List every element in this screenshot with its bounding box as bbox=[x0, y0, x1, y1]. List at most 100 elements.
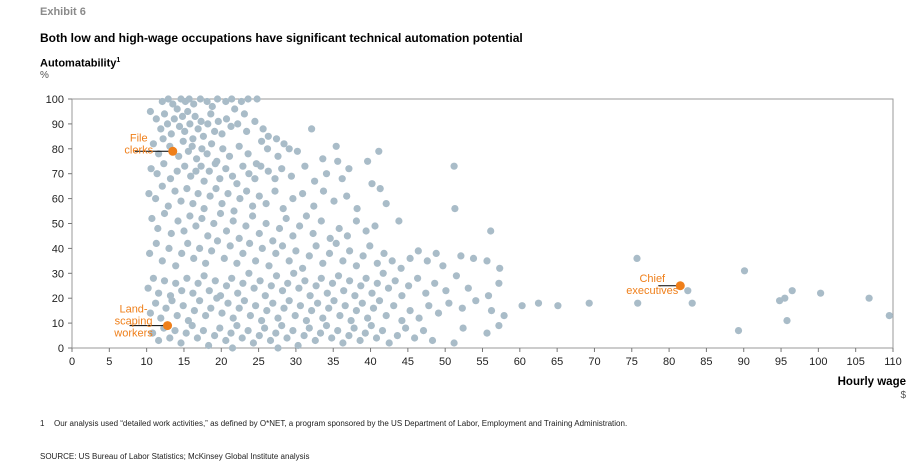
highlight-label-line: clerks bbox=[124, 144, 153, 156]
data-point bbox=[149, 329, 157, 337]
data-point bbox=[207, 110, 215, 118]
data-point bbox=[283, 334, 291, 342]
data-point bbox=[244, 327, 252, 335]
data-point bbox=[167, 229, 175, 238]
data-point bbox=[310, 202, 318, 210]
data-point bbox=[218, 309, 226, 317]
data-point bbox=[169, 100, 177, 108]
data-point bbox=[343, 232, 351, 240]
data-point bbox=[206, 192, 214, 200]
data-point bbox=[325, 304, 333, 312]
x-tick-label: 0 bbox=[69, 356, 75, 368]
data-point bbox=[634, 299, 642, 307]
data-point bbox=[196, 95, 204, 103]
data-point bbox=[194, 279, 202, 287]
data-point bbox=[213, 237, 222, 245]
data-point bbox=[263, 145, 272, 153]
data-point bbox=[369, 304, 378, 312]
x-tick-label: 80 bbox=[663, 356, 675, 368]
y-tick-label: 40 bbox=[52, 243, 64, 255]
data-point bbox=[339, 339, 347, 347]
data-point bbox=[184, 317, 192, 325]
data-point bbox=[204, 120, 212, 128]
footnote-marker: 1 bbox=[116, 57, 121, 64]
data-point bbox=[357, 282, 365, 290]
data-point bbox=[783, 317, 791, 325]
data-point bbox=[352, 262, 360, 270]
y-tick-label: 30 bbox=[52, 268, 64, 280]
data-point bbox=[188, 322, 196, 330]
data-point bbox=[395, 217, 403, 225]
data-point bbox=[289, 232, 297, 240]
data-point bbox=[390, 302, 398, 310]
data-point bbox=[168, 297, 176, 305]
data-point bbox=[428, 336, 437, 345]
data-point bbox=[372, 334, 381, 342]
data-point bbox=[252, 302, 260, 310]
highlight-label-line: scaping bbox=[115, 316, 153, 328]
data-point bbox=[285, 145, 293, 153]
data-point bbox=[152, 195, 160, 203]
y-tick-label: 70 bbox=[52, 169, 64, 181]
data-point bbox=[284, 279, 292, 287]
data-point bbox=[146, 309, 154, 317]
data-point bbox=[235, 304, 243, 312]
data-point bbox=[246, 239, 254, 247]
data-point bbox=[193, 155, 201, 163]
x-tick-label: 85 bbox=[700, 356, 712, 368]
data-point bbox=[269, 237, 277, 245]
data-point bbox=[425, 302, 433, 310]
data-point bbox=[230, 207, 238, 215]
data-point bbox=[194, 190, 202, 198]
y-tick-label: 50 bbox=[52, 219, 64, 231]
data-point bbox=[371, 222, 379, 230]
data-point bbox=[278, 165, 286, 173]
data-point bbox=[178, 287, 186, 295]
data-point bbox=[243, 127, 251, 135]
y-tick-label: 0 bbox=[58, 343, 64, 355]
data-point bbox=[338, 175, 346, 183]
data-point bbox=[364, 157, 372, 165]
x-tick-label: 35 bbox=[327, 356, 339, 368]
data-point bbox=[200, 205, 208, 213]
data-point bbox=[158, 257, 166, 265]
data-point bbox=[411, 334, 419, 342]
data-point bbox=[292, 247, 300, 255]
data-point bbox=[334, 157, 342, 165]
data-point bbox=[249, 202, 257, 210]
data-point bbox=[222, 115, 231, 123]
data-point bbox=[229, 314, 237, 322]
data-point bbox=[193, 334, 201, 342]
data-point bbox=[378, 327, 387, 335]
data-point bbox=[198, 145, 206, 153]
data-point bbox=[309, 229, 317, 238]
data-point bbox=[155, 289, 163, 297]
data-point bbox=[431, 279, 439, 287]
data-point bbox=[200, 177, 208, 185]
data-point bbox=[222, 165, 230, 173]
data-point bbox=[173, 105, 181, 113]
data-point bbox=[296, 302, 304, 310]
data-point bbox=[274, 152, 282, 160]
data-point bbox=[208, 140, 216, 148]
x-tick-label: 105 bbox=[847, 356, 865, 368]
data-point bbox=[258, 137, 266, 145]
data-point bbox=[155, 336, 163, 345]
highlight-label-line: File bbox=[130, 132, 148, 144]
data-point bbox=[208, 102, 216, 111]
data-point bbox=[274, 344, 282, 352]
data-point bbox=[256, 277, 264, 285]
data-point bbox=[487, 307, 496, 315]
x-tick-label: 50 bbox=[439, 356, 451, 368]
y-tick-label: 10 bbox=[52, 318, 64, 330]
data-point bbox=[346, 277, 354, 285]
data-point bbox=[196, 297, 204, 305]
data-point bbox=[160, 277, 169, 285]
data-point bbox=[352, 307, 360, 315]
data-point bbox=[308, 125, 316, 133]
data-point bbox=[250, 284, 258, 292]
data-point bbox=[173, 312, 181, 320]
data-point bbox=[225, 152, 234, 160]
data-point bbox=[368, 289, 376, 297]
